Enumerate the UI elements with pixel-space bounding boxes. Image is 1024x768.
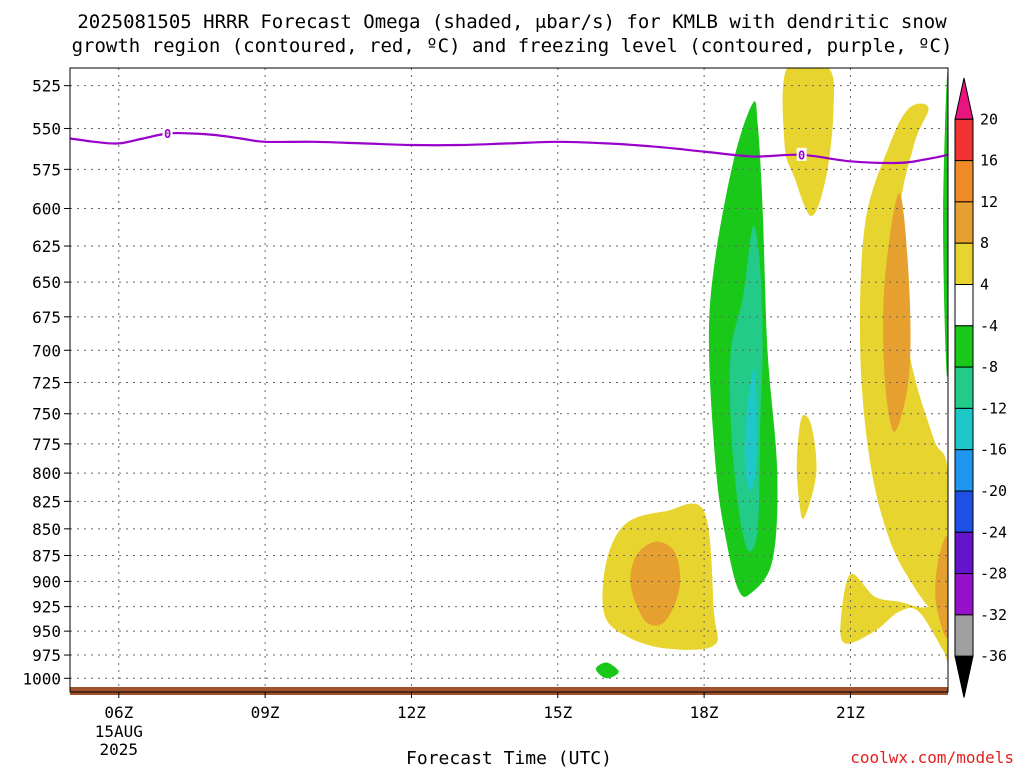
y-tick-label: 525	[32, 77, 61, 96]
y-tick-label: 1000	[22, 669, 61, 688]
colorbar: 20 16 12 8 4 -4 -8 -12 -16 -20 -24 -28 -32 -36	[954, 77, 1007, 698]
colorbar-label: -36	[980, 647, 1007, 665]
grid-lines	[70, 68, 948, 692]
colorbar-arrow-top	[954, 77, 974, 120]
colorbar-swatch	[954, 325, 974, 368]
y-tick-label: 650	[32, 273, 61, 292]
colorbar-swatch	[954, 118, 974, 162]
colorbar-swatch	[954, 366, 974, 409]
freezing-label-bg	[162, 126, 173, 140]
plot-frame	[69, 67, 949, 693]
colorbar-swatch	[954, 531, 974, 575]
omega-shading	[595, 68, 948, 679]
y-tick-label: 550	[32, 119, 61, 138]
colorbar-label: -16	[980, 441, 1007, 459]
y-tick-label: 950	[32, 622, 61, 641]
colorbar-swatch	[954, 201, 974, 244]
colorbar-swatch	[954, 449, 974, 492]
y-tick-label: 575	[32, 160, 61, 179]
y-tick-label: 750	[32, 405, 61, 424]
y-tick-label: 800	[32, 464, 61, 483]
y-tick-label: 600	[32, 199, 61, 218]
x-tick-label: 15Z	[543, 703, 572, 722]
colorbar-label: 4	[980, 276, 989, 294]
chart-title-line1: 2025081505 HRRR Forecast Omega (shaded, …	[77, 11, 947, 33]
colorbar-label: -20	[980, 482, 1007, 500]
colorbar-label: -12	[980, 399, 1007, 417]
y-tick-label: 875	[32, 546, 61, 565]
y-tick-label: 850	[32, 520, 61, 539]
colorbar-swatch	[954, 490, 974, 533]
x-tick-label: 18Z	[690, 703, 719, 722]
freezing-level-label: 0	[798, 148, 805, 162]
x-tick-label: 06Z	[104, 703, 133, 722]
colorbar-swatch	[954, 573, 974, 616]
plot-area: 00 5255505756006256506757007257507758008…	[22, 67, 949, 759]
omega-region-sinking-top-yellow	[782, 68, 835, 217]
colorbar-swatch	[954, 614, 974, 657]
colorbar-swatch	[954, 242, 974, 285]
omega-region-upward-main-cyan	[744, 368, 757, 491]
colorbar-label: 12	[980, 193, 998, 211]
colorbar-label: 20	[980, 110, 998, 128]
y-tick-label: 700	[32, 341, 61, 360]
x-tick-year: 2025	[100, 740, 139, 759]
omega-region-sinking-bottom-right-yellow	[840, 573, 948, 663]
colorbar-arrow-bottom	[954, 655, 974, 698]
y-tick-label: 925	[32, 598, 61, 617]
colorbar-swatch	[954, 284, 974, 327]
omega-region-upward-edge-green	[943, 70, 948, 378]
colorbar-label: -8	[980, 358, 998, 376]
freezing-level-label: 0	[164, 127, 171, 141]
x-tick-label: 12Z	[397, 703, 426, 722]
colorbar-label: 16	[980, 152, 998, 170]
freezing-label-bg	[796, 147, 807, 161]
credit-text: coolwx.com/models	[850, 748, 1014, 767]
terrain-bar	[70, 687, 948, 695]
y-tick-label: 825	[32, 492, 61, 511]
x-tick-label: 21Z	[836, 703, 865, 722]
omega-region-upward-green-small	[595, 662, 619, 679]
colorbar-label: -4	[980, 317, 998, 335]
colorbar-label: 8	[980, 234, 989, 252]
colorbar-swatch	[954, 160, 974, 203]
x-tick-date: 15AUG	[95, 722, 143, 741]
y-tick-label: 900	[32, 572, 61, 591]
omega-region-strong-sinking-1	[630, 541, 681, 626]
omega-region-sinking-edge-orange	[935, 536, 948, 638]
colorbar-label: -32	[980, 606, 1007, 624]
colorbar-swatch	[954, 407, 974, 451]
colorbar-label: -28	[980, 565, 1007, 583]
x-tick-label: 09Z	[251, 703, 280, 722]
y-tick-label: 775	[32, 435, 61, 454]
chart-title-line2: growth region (contoured, red, ºC) and f…	[72, 35, 953, 57]
y-tick-label: 725	[32, 374, 61, 393]
omega-region-sinking-mid-yellow	[796, 414, 817, 520]
y-axis: 525 550 575 600 625 650 675 700 725 750 775 800 825 8…	[22, 77, 70, 688]
x-axis-label: Forecast Time (UTC)	[406, 748, 612, 768]
y-tick-label: 675	[32, 308, 61, 327]
omega-region-sinking-right-orange	[883, 193, 911, 432]
colorbar-label: -24	[980, 523, 1007, 541]
y-tick-label: 975	[32, 646, 61, 665]
freezing-level-contour: 00	[70, 126, 948, 165]
y-tick-label: 625	[32, 237, 61, 256]
